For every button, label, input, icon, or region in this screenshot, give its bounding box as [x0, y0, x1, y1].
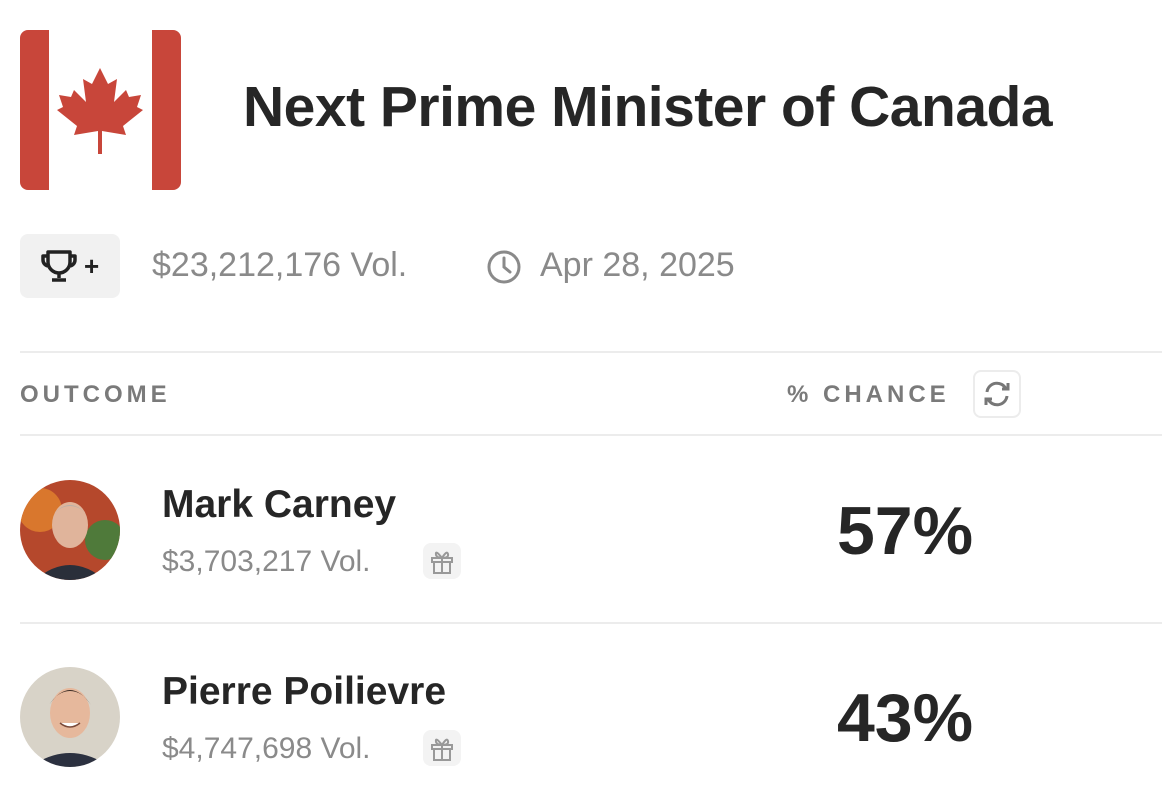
refresh-button[interactable]: [973, 370, 1021, 418]
market-title: Next Prime Minister of Canada: [243, 75, 1053, 139]
gift-icon[interactable]: [423, 543, 461, 579]
clock-icon: [487, 250, 521, 284]
refresh-icon: [984, 381, 1010, 407]
trophy-icon: [41, 250, 77, 282]
divider: [20, 351, 1162, 353]
outcome-name[interactable]: Pierre Poilievre: [162, 670, 447, 713]
divider: [20, 622, 1162, 624]
outcome-chance: 57%: [836, 493, 974, 569]
column-header: % CHANCE: [787, 381, 950, 408]
outcome-volume: $4,747,698 Vol.: [162, 732, 371, 765]
outcome-chance: 43%: [836, 680, 974, 756]
avatar: [20, 480, 120, 580]
gift-icon[interactable]: [423, 730, 461, 766]
outcome-volume: $3,703,217 Vol.: [162, 545, 371, 578]
avatar: [20, 667, 120, 767]
divider: [20, 434, 1162, 436]
flag-icon: [20, 30, 181, 190]
column-header: OUTCOME: [20, 381, 171, 408]
trophy-plus: +: [84, 251, 100, 281]
end-date: Apr 28, 2025: [540, 246, 735, 284]
outcome-name[interactable]: Mark Carney: [162, 483, 397, 526]
total-volume: $23,212,176 Vol.: [152, 246, 408, 284]
